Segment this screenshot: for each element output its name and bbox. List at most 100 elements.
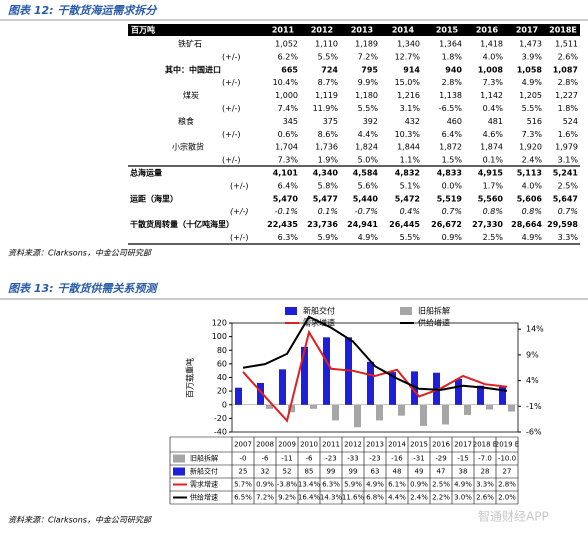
data-cell: 52	[283, 468, 292, 476]
data-cell: 0.9%	[410, 481, 428, 489]
table-cell: 5.5%	[358, 104, 379, 113]
table-cell: 1,180	[355, 91, 378, 100]
x-tick-label: 2013	[366, 441, 384, 449]
x-tick-label: 2009	[278, 441, 296, 449]
data-cell: 6.8%	[366, 494, 384, 502]
y-tick-label: 100	[212, 332, 227, 341]
x-tick-label: 2015	[410, 441, 428, 449]
table-cell: 1,142	[480, 91, 503, 100]
data-cell: 3.3%	[476, 481, 494, 489]
bar	[323, 337, 330, 405]
y-tick-label: 120	[212, 319, 227, 328]
table-cell: 2.8%	[558, 78, 579, 87]
header-cell: 2014	[392, 26, 415, 35]
plot-frame	[231, 322, 519, 433]
table-cell: 795	[361, 65, 378, 74]
y2-tick-label: 9%	[526, 350, 539, 359]
table-cell: 6.3%	[278, 233, 299, 242]
bar	[508, 404, 515, 412]
x-tick-label: 2019 E	[495, 441, 519, 449]
table-cell: 8.6%	[318, 130, 339, 139]
bar	[332, 404, 339, 421]
table-cell: 5.5%	[318, 52, 339, 61]
row-label: 铁矿石	[178, 39, 202, 49]
table-cell: 665	[281, 65, 298, 74]
table-cell: 7.4%	[278, 104, 299, 113]
table-cell: 1.8%	[442, 52, 463, 61]
bar	[389, 372, 396, 405]
figure-title: 图表 13: 干散货供需关系预测	[8, 282, 158, 295]
table-cell: 1,138	[439, 91, 462, 100]
data-cell: 2.0%	[498, 494, 516, 502]
table-cell: 10.4%	[273, 78, 299, 87]
data-cell: 2.5%	[432, 481, 450, 489]
bar	[398, 404, 405, 416]
table-cell: 0.1%	[483, 156, 504, 165]
data-cell: 6.1%	[388, 481, 406, 489]
table-cell: 1,874	[480, 143, 503, 152]
y-axis-title: 百万载重吨	[185, 358, 195, 398]
row-label: (+/-)	[222, 156, 241, 165]
data-cell: 3.0%	[454, 494, 472, 502]
bar	[288, 404, 295, 413]
table-cell: 1,736	[315, 143, 338, 152]
table-cell: 24,941	[347, 220, 378, 229]
table-cell: 0.1%	[318, 207, 338, 216]
table-cell: 5,470	[273, 194, 299, 203]
bar	[367, 361, 374, 405]
source: 资料来源：Clarksons，中金公司研究部	[8, 516, 153, 525]
table-cell: 26,672	[431, 220, 462, 229]
table-cell: 4,584	[353, 169, 379, 178]
row-label: 粮食	[178, 116, 194, 126]
data-cell: 38	[459, 468, 468, 476]
table-cell: 392	[363, 117, 378, 126]
data-cell: -29	[435, 455, 446, 463]
legend-label: 旧船拆解	[418, 306, 450, 316]
row-label: 运距（海里）	[130, 193, 178, 203]
header-cell: 2018E	[549, 26, 577, 35]
table-cell: 0.6%	[278, 130, 299, 139]
table-cell: 5,606	[517, 194, 543, 203]
table-cell: 2.5%	[558, 181, 579, 190]
data-cell: 32	[261, 468, 270, 476]
table-cell: 1,979	[555, 143, 578, 152]
table-cell: 1,364	[439, 40, 462, 49]
table-cell: 8.7%	[318, 78, 339, 87]
data-cell: 5.9%	[344, 481, 362, 489]
table-cell: 914	[403, 65, 420, 74]
table-cell: 4.9%	[522, 233, 543, 242]
data-cell: 27	[503, 468, 512, 476]
table-cell: 1,052	[275, 40, 298, 49]
data-cell: -0	[240, 455, 247, 463]
data-cell: 0.9%	[256, 481, 274, 489]
table-cell: 5.5%	[522, 104, 543, 113]
bar	[376, 404, 383, 421]
bar	[257, 382, 264, 405]
table-cell: 0.4%	[483, 104, 504, 113]
table-cell: 3.3%	[558, 233, 579, 242]
data-cell: -31	[413, 455, 424, 463]
data-cell: 6.5%	[234, 494, 252, 502]
table-cell: 0.8%	[483, 207, 503, 216]
y2-tick-label: -1%	[526, 402, 542, 411]
row-label: 其中：中国进口	[165, 64, 221, 74]
bar	[464, 404, 471, 415]
table-cell: 5.0%	[358, 156, 379, 165]
header-cell: 2017	[516, 26, 538, 35]
legend-key	[173, 467, 185, 476]
table-cell: 1,087	[553, 65, 578, 74]
row-label: (+/-)	[230, 207, 249, 216]
table-cell: 432	[405, 117, 420, 126]
table-cell: -0.7%	[355, 207, 378, 216]
row-label: (+/-)	[230, 181, 249, 190]
data-cell: 11.6%	[342, 494, 365, 502]
data-cell: 25	[239, 468, 248, 476]
table-cell: 1.9%	[318, 156, 339, 165]
legend-label: 新船交付	[303, 306, 335, 316]
table-cell: 7.3%	[278, 156, 299, 165]
table-cell: 1,110	[315, 40, 338, 49]
table-cell: 1,189	[355, 40, 378, 49]
table-cell: 26,445	[389, 220, 420, 229]
table-cell: 5,519	[437, 194, 463, 203]
bar	[266, 404, 273, 409]
